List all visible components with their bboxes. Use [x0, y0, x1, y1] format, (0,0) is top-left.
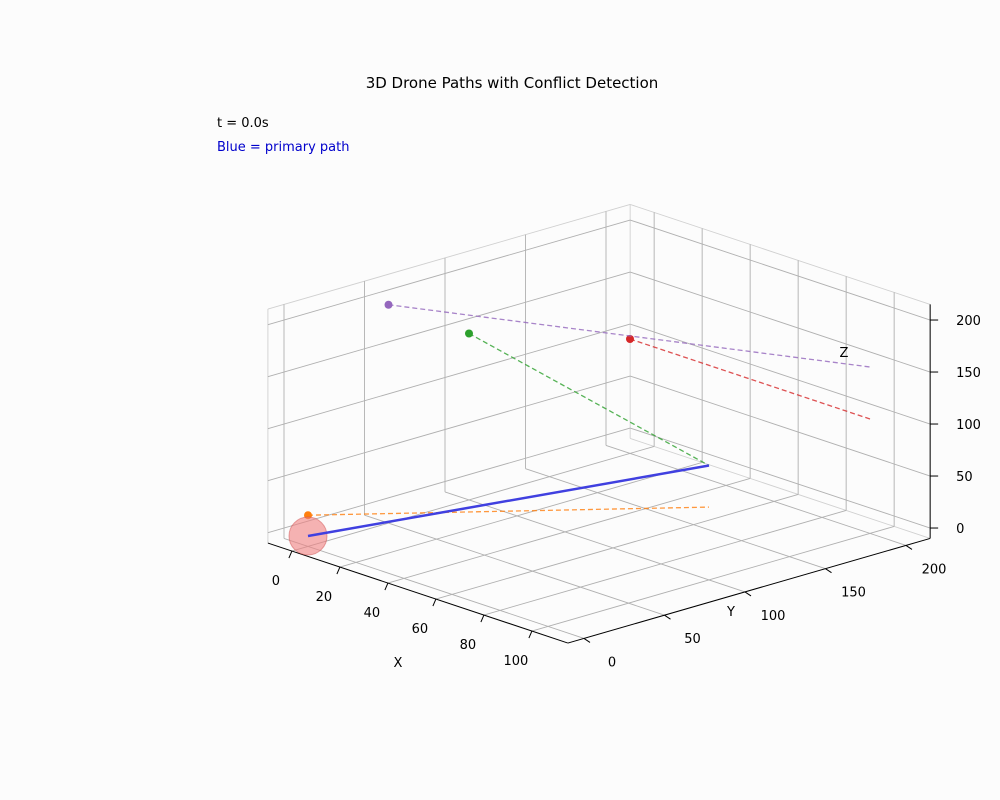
- z-tick-label: 200: [956, 314, 981, 329]
- x-axis-label: X: [394, 656, 403, 671]
- y-gridline: [605, 444, 907, 546]
- grid-layer: [267, 203, 931, 639]
- x-tick-label: 20: [316, 590, 333, 605]
- drone-position-4: [384, 300, 393, 309]
- z-gridline: [267, 271, 631, 378]
- y-tick-mark: [744, 591, 752, 597]
- x-tick-label: 0: [272, 574, 280, 589]
- z-gridline: [630, 219, 931, 321]
- x-gridline: [435, 493, 799, 600]
- z-gridline: [267, 323, 631, 430]
- x-gridline: [483, 509, 847, 616]
- x-tick-mark: [528, 630, 533, 639]
- z-gridline: [630, 271, 931, 373]
- z-tick-label: 150: [956, 366, 981, 381]
- z-gridline: [630, 427, 931, 529]
- y-tick-mark: [905, 544, 913, 550]
- x-tick-label: 100: [503, 654, 528, 669]
- z-gridline: [267, 375, 631, 482]
- y-tick-label: 150: [841, 586, 866, 601]
- x-axis-line: [267, 542, 569, 644]
- drone-path-1: [307, 506, 710, 516]
- x-tick-mark: [336, 566, 341, 575]
- z-gridline: [630, 375, 931, 477]
- y-tick-mark: [825, 568, 832, 574]
- x-tick-mark: [288, 550, 293, 559]
- axis-layer: 0 20 40 60 80 100 0 50 100 150 200 0 50 100 150 200: [267, 304, 981, 670]
- y-tick-mark: [664, 614, 671, 620]
- y-tick-label: 200: [922, 562, 947, 577]
- drone-path-4: [388, 304, 871, 368]
- y-gridline: [283, 537, 585, 639]
- y-tick-label: 50: [684, 632, 701, 647]
- z-axis-label: Z: [840, 346, 849, 361]
- y-tick-mark: [583, 637, 591, 643]
- z-tick-label: 0: [956, 522, 964, 537]
- primary-path: [307, 464, 710, 538]
- z-tick-label: 50: [956, 470, 973, 485]
- y-tick-label: 0: [608, 655, 616, 670]
- y-axis-line: [567, 537, 931, 644]
- y-gridline: [364, 514, 665, 616]
- x-gridline: [339, 461, 703, 568]
- x-tick-mark: [384, 582, 389, 591]
- y-axis-label: Y: [726, 605, 735, 620]
- pane-edge: [630, 203, 931, 305]
- y-gridline: [444, 491, 746, 593]
- drone-path-2: [468, 332, 710, 467]
- drone-position-3: [626, 335, 634, 343]
- z-gridline: [267, 427, 631, 534]
- drone-position-2: [465, 329, 473, 338]
- pane-edge: [630, 437, 931, 539]
- z-tick-label: 100: [956, 418, 981, 433]
- x-gridline: [531, 525, 895, 632]
- primary-path-note: Blue = primary path: [217, 140, 350, 155]
- y-tick-label: 100: [761, 609, 786, 624]
- chart-title: 3D Drone Paths with Conflict Detection: [366, 74, 659, 92]
- x-gridline: [387, 477, 751, 584]
- x-tick-mark: [480, 614, 485, 623]
- y-gridline: [525, 468, 826, 570]
- x-tick-label: 40: [364, 606, 381, 621]
- x-tick-mark: [432, 598, 437, 607]
- pane-edge: [267, 203, 631, 310]
- x-gridline: [291, 445, 655, 552]
- time-annotation: t = 0.0s: [217, 116, 269, 131]
- data-layer: [288, 300, 871, 556]
- x-tick-label: 60: [412, 622, 429, 637]
- z-gridline: [267, 219, 631, 326]
- z-gridline: [630, 323, 931, 425]
- drone-path-3: [629, 338, 871, 420]
- x-tick-label: 80: [460, 638, 477, 653]
